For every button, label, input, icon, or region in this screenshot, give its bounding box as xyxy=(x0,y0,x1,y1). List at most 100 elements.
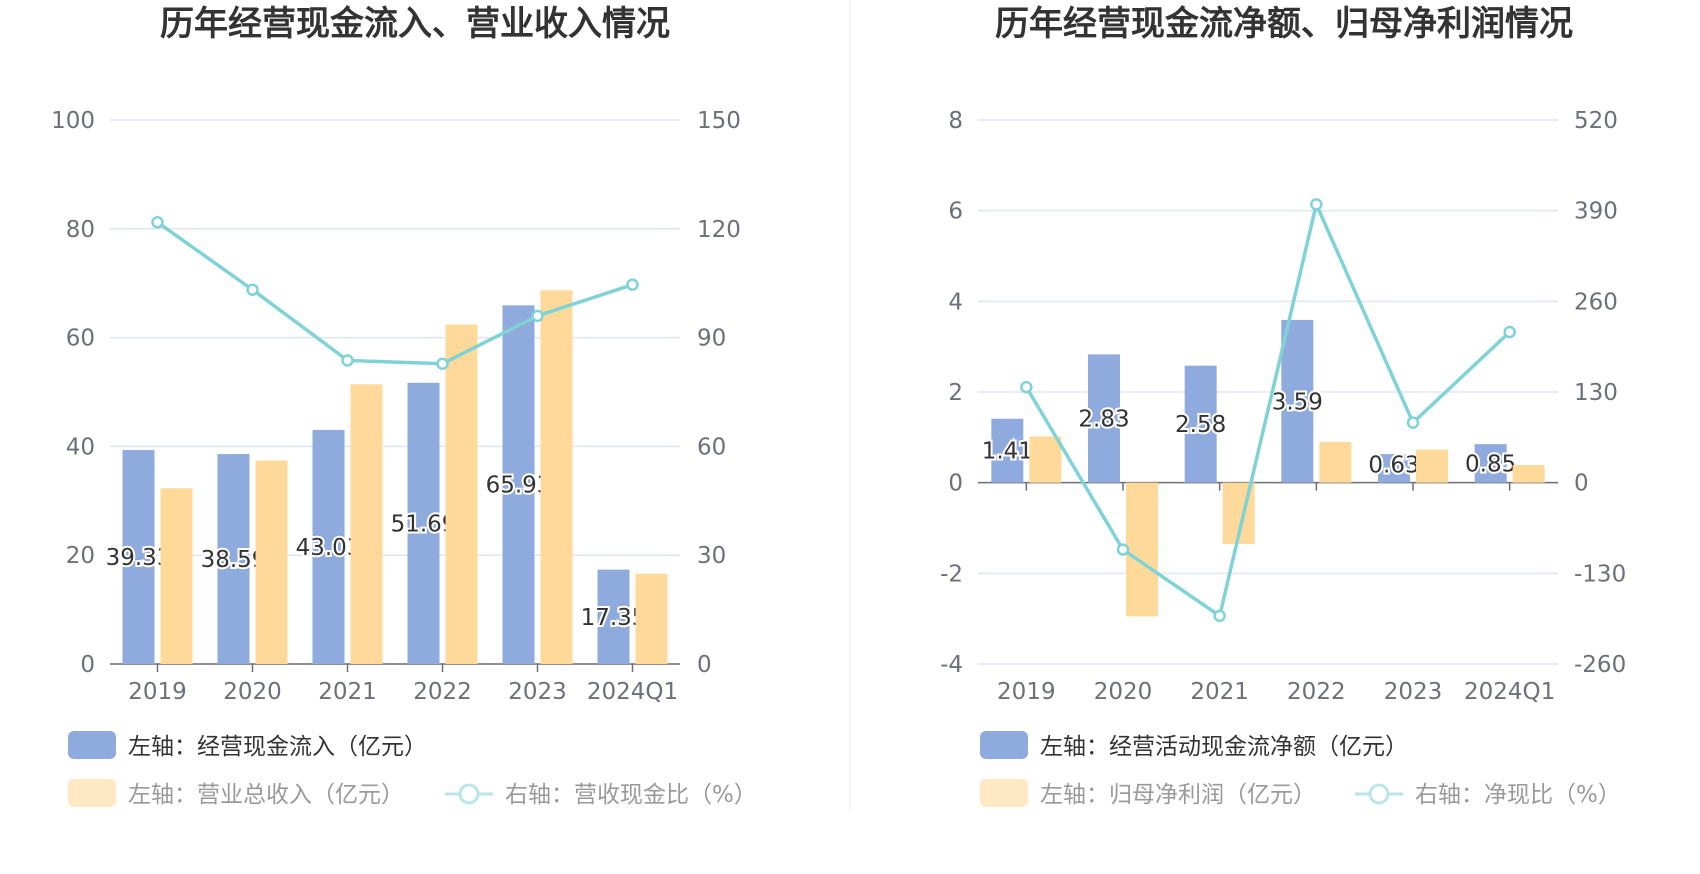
bar xyxy=(1512,464,1545,483)
legend-label: 右轴：营收现金比（%） xyxy=(505,782,757,808)
bar xyxy=(255,460,288,664)
x-axis-tick-label: 2019 xyxy=(997,679,1056,705)
right-axis-tick-label: 130 xyxy=(1574,380,1618,406)
bar xyxy=(407,382,440,664)
line-point xyxy=(1310,198,1323,211)
left-axis-tick-label: 8 xyxy=(948,108,963,134)
line-series xyxy=(156,220,634,366)
right-axis-tick-label: 0 xyxy=(697,652,712,678)
bar xyxy=(1029,436,1062,483)
x-axis-tick-label: 2023 xyxy=(508,679,567,705)
bar xyxy=(1474,444,1507,483)
data-label: 0.85 xyxy=(1465,451,1516,477)
line-point xyxy=(246,283,259,296)
chart-cash-inflow-revenue: 历年经营现金流入、营业收入情况 0 20 40 60 80 100 0 30 60 90 120 15… xyxy=(51,4,757,808)
bar xyxy=(160,488,193,664)
right-axis-tick-label: 60 xyxy=(697,434,726,460)
left-axis-tick-label: 6 xyxy=(948,199,963,225)
data-label: 3.59 xyxy=(1272,389,1323,415)
right-axis-tick-label: -130 xyxy=(1574,561,1626,587)
data-label: 0.63 xyxy=(1368,453,1419,479)
bar xyxy=(502,305,535,664)
line-series xyxy=(1024,198,1511,619)
x-axis-tick-label: 2019 xyxy=(128,679,187,705)
left-axis-tick-label: 4 xyxy=(948,289,963,315)
chart-title: 历年经营现金流入、营业收入情况 xyxy=(160,4,670,44)
left-axis-tick-label: 0 xyxy=(948,471,963,497)
left-axis-tick-label: 100 xyxy=(51,108,95,134)
right-axis-tick-label: 30 xyxy=(697,543,726,569)
left-axis-tick-label: 20 xyxy=(66,543,95,569)
x-axis-tick-label: 2022 xyxy=(1287,679,1346,705)
data-label: 1.41 xyxy=(982,439,1033,465)
line-point xyxy=(1020,380,1033,394)
x-axis-tick-label: 2024Q1 xyxy=(1464,679,1555,705)
bar xyxy=(1416,449,1448,483)
bar xyxy=(217,454,250,664)
line-point xyxy=(151,216,164,229)
bar xyxy=(597,569,630,664)
legend-label: 右轴：净现比（%） xyxy=(1415,782,1621,808)
legend-label: 左轴：归母净利润（亿元） xyxy=(1040,782,1316,808)
x-axis-tick-label: 2022 xyxy=(413,679,472,705)
line-point xyxy=(626,278,639,291)
data-label: 2.83 xyxy=(1078,407,1129,433)
bar xyxy=(1281,319,1314,483)
legend-swatch xyxy=(980,731,1028,759)
left-axis-tick-label: -2 xyxy=(940,561,963,587)
legend-label: 左轴：经营现金流入（亿元） xyxy=(128,734,427,760)
legend-swatch xyxy=(68,779,116,807)
chart-title: 历年经营现金流净额、归母净利润情况 xyxy=(995,4,1573,44)
bar xyxy=(122,450,155,664)
bar xyxy=(350,384,383,664)
legend-swatch xyxy=(68,731,116,759)
bar xyxy=(1088,354,1120,483)
bar xyxy=(312,429,345,664)
right-axis-tick-label: 90 xyxy=(697,326,726,352)
left-axis-tick-label: -4 xyxy=(940,652,963,678)
bar xyxy=(991,418,1024,483)
legend-label: 左轴：营业总收入（亿元） xyxy=(128,782,404,808)
chart-net-cash-flow-profit: 历年经营现金流净额、归母净利润情况 -4 -2 0 2 4 6 8 -260 -130 0 130 2… xyxy=(940,4,1626,808)
left-axis-tick-label: 0 xyxy=(80,652,95,678)
bar xyxy=(1184,365,1217,483)
line-point xyxy=(436,357,449,370)
x-axis-tick-label: 2020 xyxy=(223,679,282,705)
left-axis-tick-label: 80 xyxy=(66,217,95,243)
data-label: 38.59 xyxy=(201,547,267,573)
legend-swatch xyxy=(980,779,1028,807)
x-axis-tick-label: 2024Q1 xyxy=(587,679,678,705)
right-axis-tick-label: 150 xyxy=(697,108,741,134)
data-label: 2.58 xyxy=(1175,412,1226,438)
left-axis-tick-label: 2 xyxy=(948,380,963,406)
legend-marker xyxy=(1368,783,1390,805)
line-point xyxy=(531,309,544,323)
line-point xyxy=(341,354,354,367)
bar xyxy=(445,324,478,664)
x-axis-tick-label: 2023 xyxy=(1384,679,1443,705)
bar xyxy=(1378,454,1410,483)
left-axis-tick-label: 60 xyxy=(66,326,95,352)
right-axis-tick-label: 390 xyxy=(1574,199,1618,225)
bar xyxy=(1319,441,1352,483)
x-axis-tick-label: 2020 xyxy=(1094,679,1153,705)
bar xyxy=(1126,482,1158,617)
x-axis-tick-label: 2021 xyxy=(1190,679,1249,705)
line-point xyxy=(1503,325,1516,339)
bar xyxy=(540,290,573,664)
left-axis-tick-label: 40 xyxy=(66,434,95,460)
right-axis-tick-label: 120 xyxy=(697,217,741,243)
line-point xyxy=(1406,416,1420,429)
right-axis-tick-label: 520 xyxy=(1574,108,1618,134)
bar xyxy=(635,573,668,664)
legend-label: 左轴：经营活动现金流净额（亿元） xyxy=(1040,734,1408,760)
right-axis-tick-label: -260 xyxy=(1574,652,1626,678)
line-point xyxy=(1213,609,1226,623)
right-axis-tick-label: 0 xyxy=(1574,471,1589,497)
data-label: 17.35 xyxy=(581,605,647,631)
x-axis-tick-label: 2021 xyxy=(318,679,377,705)
legend-marker xyxy=(458,783,480,805)
right-axis-tick-label: 260 xyxy=(1574,289,1618,315)
line-point xyxy=(1116,543,1130,556)
